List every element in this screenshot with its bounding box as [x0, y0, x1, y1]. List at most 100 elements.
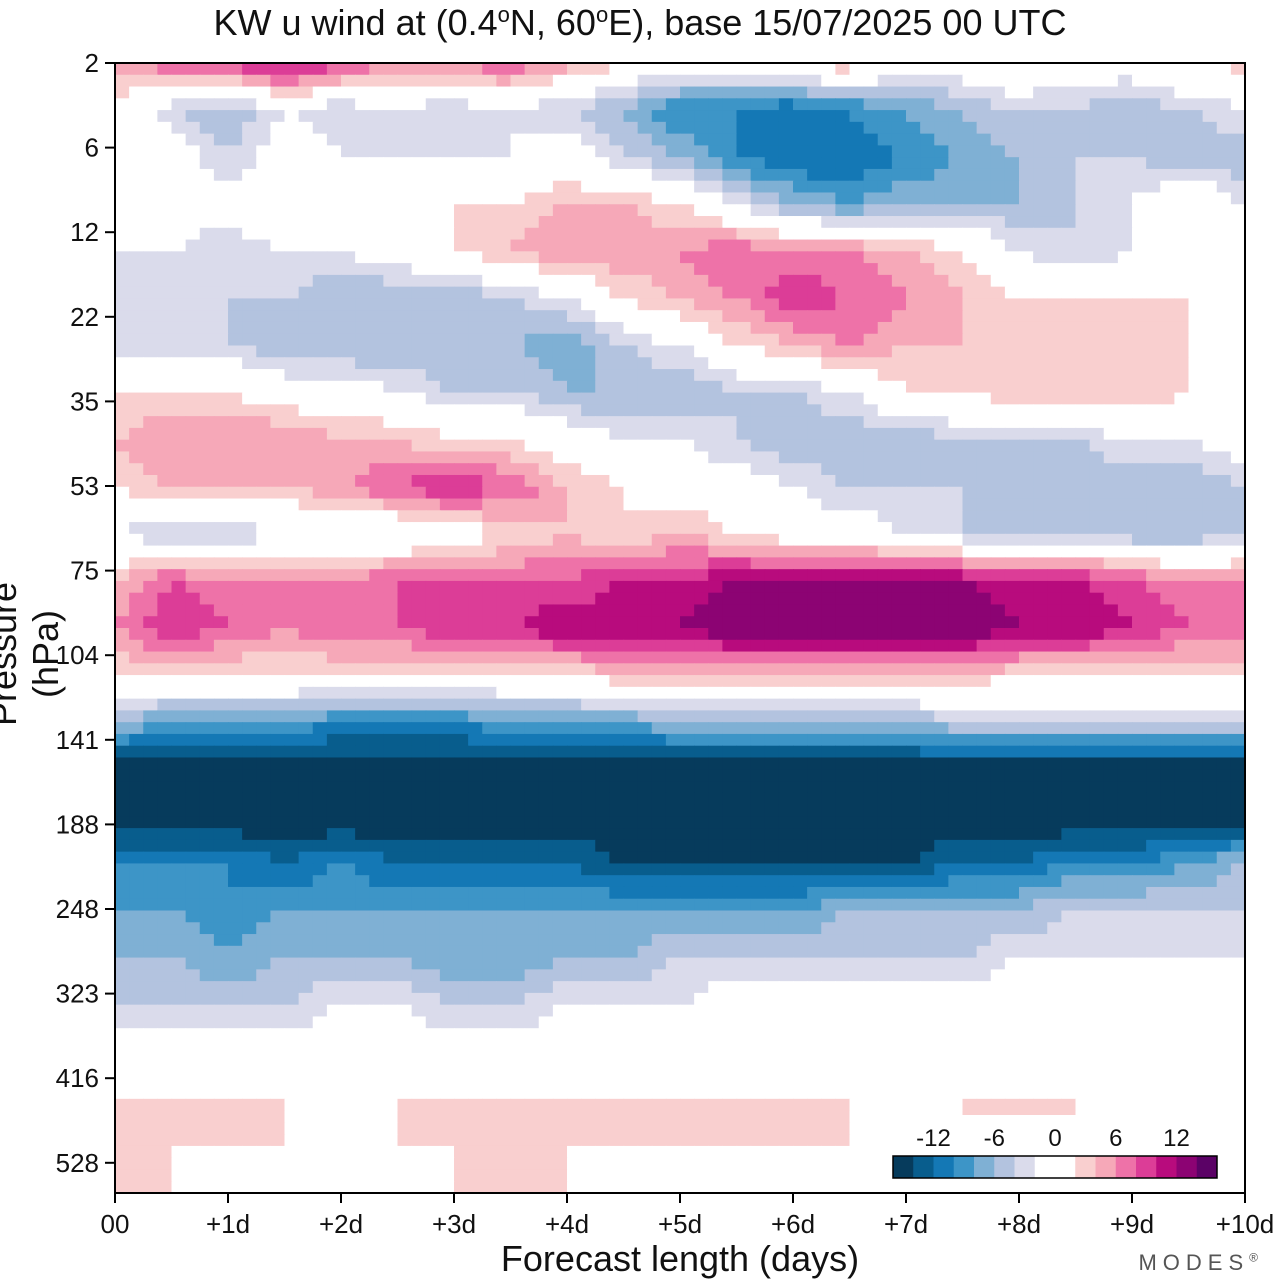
contour-cell [990, 522, 1006, 535]
contour-cell [807, 698, 822, 711]
contour-cell [256, 192, 271, 205]
contour-cell [708, 557, 723, 570]
contour-cell [468, 439, 483, 453]
contour-cell [863, 451, 879, 464]
contour-cell [877, 239, 893, 252]
contour-cell [1047, 675, 1062, 688]
contour-cell [524, 404, 540, 417]
contour-cell [708, 86, 723, 99]
contour-cell [877, 604, 893, 617]
contour-cell [1117, 216, 1133, 229]
contour-cell [708, 239, 723, 252]
contour-cell [143, 286, 158, 300]
contour-cell [383, 733, 399, 747]
contour-cell [185, 745, 201, 759]
contour-cell [764, 722, 780, 735]
contour-cell [948, 345, 964, 358]
contour-cell [567, 239, 582, 252]
contour-cell [1103, 263, 1119, 276]
contour-cell [595, 333, 610, 347]
contour-cell [298, 604, 314, 617]
contour-cell [538, 498, 554, 511]
contour-cell [1230, 675, 1246, 688]
contour-cell [157, 651, 173, 664]
contour-cell [510, 781, 526, 794]
contour-cell [637, 439, 653, 453]
contour-cell [863, 557, 879, 570]
contour-cell [199, 486, 215, 500]
contour-cell [1188, 74, 1204, 88]
contour-cell [171, 239, 187, 252]
contour-cell [1117, 686, 1133, 700]
contour-cell [1075, 710, 1091, 723]
contour-cell [821, 227, 836, 241]
contour-cell [694, 733, 709, 747]
contour-cell [468, 616, 483, 629]
contour-cell [171, 569, 187, 582]
contour-cell [680, 557, 695, 570]
contour-cell [129, 239, 144, 252]
contour-cell [1230, 110, 1246, 123]
contour-cell [425, 757, 441, 770]
contour-cell [1216, 157, 1232, 170]
contour-cell [962, 745, 978, 759]
contour-cell [948, 333, 964, 347]
contour-cell [835, 345, 851, 358]
contour-cell [115, 628, 130, 641]
contour-cell [1103, 416, 1119, 429]
contour-cell [496, 651, 512, 664]
contour-cell [1061, 216, 1077, 229]
contour-cell [157, 781, 173, 794]
contour-cell [807, 333, 822, 347]
contour-cell [1117, 592, 1133, 606]
contour-cell [976, 510, 992, 523]
contour-cell [849, 675, 865, 688]
contour-cell [680, 321, 695, 335]
contour-cell [228, 498, 243, 511]
contour-cell [680, 533, 695, 547]
contour-cell [1033, 769, 1048, 782]
contour-cell [651, 310, 667, 323]
contour-cell [383, 298, 399, 311]
contour-cell [609, 533, 625, 547]
contour-cell [807, 569, 822, 582]
contour-cell [821, 180, 836, 194]
contour-cell [680, 145, 695, 158]
contour-cell [115, 274, 130, 288]
contour-cell [736, 486, 752, 500]
contour-cell [326, 216, 342, 229]
contour-cell [962, 110, 978, 123]
contour-cell [213, 298, 229, 311]
contour-cell [1033, 510, 1048, 523]
contour-cell [185, 380, 201, 394]
contour-cell [835, 404, 851, 417]
contour-cell [468, 628, 483, 641]
contour-cell [1216, 380, 1232, 394]
contour-cell [1061, 274, 1077, 288]
contour-cell [115, 251, 130, 264]
contour-cell [538, 157, 554, 170]
contour-cell [129, 733, 144, 747]
contour-cell [157, 369, 173, 382]
contour-cell [948, 204, 964, 217]
contour-cell [1117, 757, 1133, 770]
contour-cell [1103, 710, 1119, 723]
contour-cell [948, 474, 964, 488]
contour-cell [270, 745, 286, 759]
contour-cell [298, 698, 314, 711]
contour-cell [567, 251, 582, 264]
contour-cell [665, 204, 681, 217]
contour-cell [651, 781, 667, 794]
contour-cell [807, 474, 822, 488]
contour-cell [510, 298, 526, 311]
contour-cell [468, 769, 483, 782]
contour-cell [595, 498, 610, 511]
contour-cell [567, 663, 582, 676]
contour-cell [1033, 121, 1048, 135]
contour-cell [637, 145, 653, 158]
contour-cell [694, 698, 709, 711]
contour-cell [807, 522, 822, 535]
contour-cell [962, 569, 978, 582]
contour-cell [552, 74, 568, 88]
contour-cell [750, 427, 766, 441]
